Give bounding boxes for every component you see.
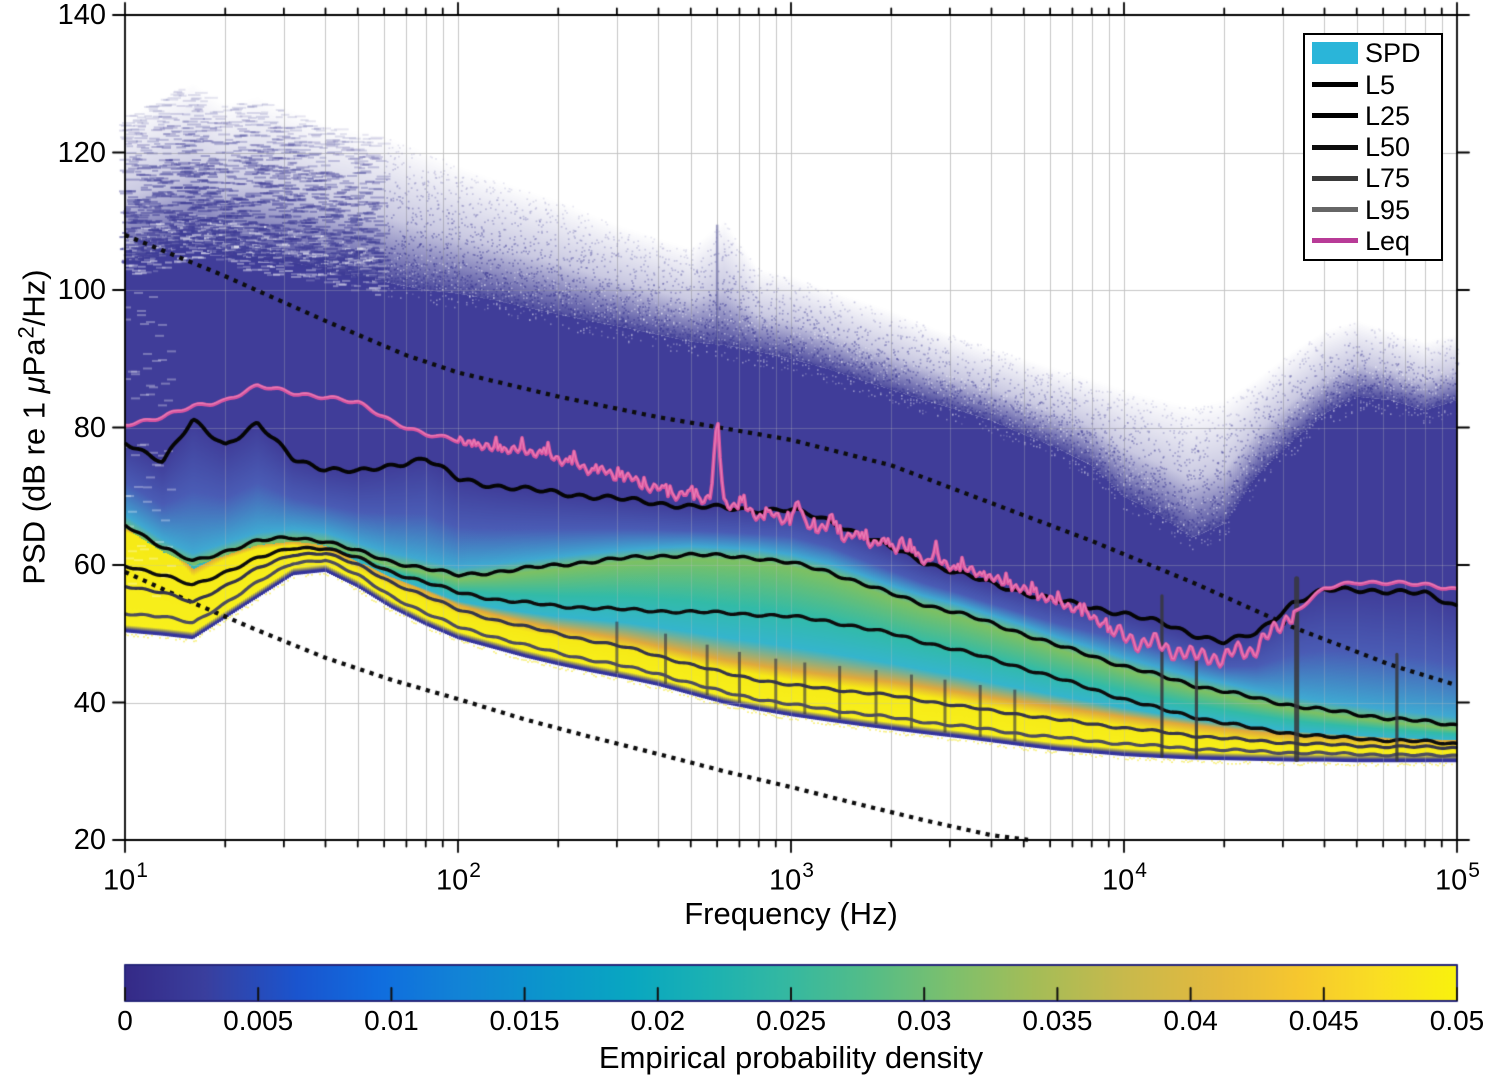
legend-item-spd: SPD (1312, 38, 1441, 68)
legend-label: L5 (1365, 69, 1396, 100)
legend-label: L95 (1365, 194, 1411, 225)
legend-label: L75 (1365, 163, 1411, 194)
legend-label: L25 (1365, 100, 1411, 131)
legend-swatch-l50 (1312, 144, 1358, 150)
legend-item-leq: Leq (1312, 226, 1441, 256)
legend-item-l95: L95 (1312, 195, 1441, 225)
legend-item-l25: L25 (1312, 101, 1441, 131)
legend-swatch-l95 (1312, 207, 1358, 212)
legend-swatch-l5 (1312, 82, 1358, 87)
legend-label: L50 (1365, 132, 1411, 162)
legend-item-l50: L50 (1312, 132, 1441, 162)
legend-swatch-l25 (1312, 113, 1358, 119)
legend-swatch-leq (1312, 238, 1358, 244)
legend-item-l5: L5 (1312, 70, 1441, 100)
legend: SPD L5 L25 L50 L75 L95 Leq (1303, 33, 1443, 261)
legend-label: Leq (1365, 225, 1411, 256)
legend-swatch-l75 (1312, 175, 1358, 181)
legend-item-l75: L75 (1312, 163, 1441, 193)
legend-swatch-spd (1312, 42, 1358, 65)
legend-label: SPD (1365, 38, 1421, 69)
